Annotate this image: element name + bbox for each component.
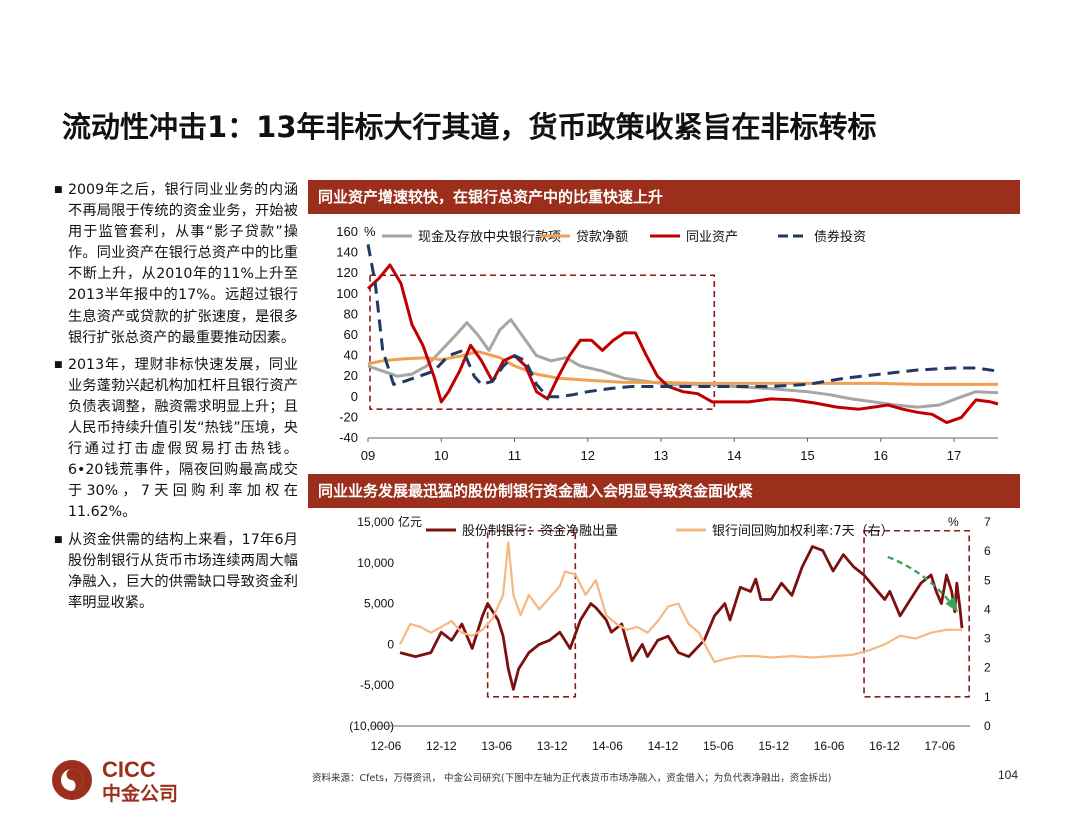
highlight-box [486,529,577,698]
x-tick-label: 12-06 [371,739,402,753]
y-right-tick-label: 6 [984,544,991,558]
y-right-tick-label: 5 [984,573,991,587]
square-bullet-icon: ■ [54,185,63,195]
x-tick-label: 16-12 [869,739,900,753]
y-tick-label: 40 [344,348,358,363]
series-line [399,541,962,663]
square-bullet-icon: ■ [54,359,63,370]
y-right-tick-label: 1 [984,690,991,704]
x-tick-label: 14 [727,448,741,463]
y-left-tick-label: -5,000 [360,678,394,692]
x-tick-label: 13-12 [537,739,568,753]
y-tick-label: 100 [336,286,358,301]
series-line [366,244,999,399]
legend-label: 同业资产 [686,230,738,245]
chart1-asset-growth: -40 -20 0 20 40 60 80 100 120 140 160 % 09 10 11 12 13 14… [336,224,999,463]
y-tick-label: 60 [344,327,358,342]
logo-text-cn: 中金公司 [102,782,178,805]
x-tick-label: 15-12 [758,739,789,753]
y-right-tick-label: 7 [984,515,991,529]
x-tick-label: 15 [800,448,814,463]
y-unit-label: % [364,224,376,239]
y-tick-label: 160 [336,224,358,239]
source-note: 资料来源：Cfets，万得资讯， 中金公司研究(下图中左轴为正代表货币市场净融入… [312,773,832,784]
y-tick-label: -40 [339,430,358,445]
x-tick-label: 16 [874,448,888,463]
x-tick-label: 13-06 [481,739,512,753]
series-line [367,318,999,409]
x-tick-label: 09 [361,448,375,463]
y-right-tick-label: 4 [984,602,991,616]
y-left-tick-label: 10,000 [357,556,394,570]
page-number: 104 [998,768,1019,782]
highlight-box [863,529,971,698]
page-title: 流动性冲击1：13年非标大行其道，货币政策收紧旨在非标转标 [62,110,877,144]
highlight-box [369,274,716,410]
bullet-item: ■ 从资金供需的结构上来看，17年6月股份制银行从货币市场连续两周大幅净融入，巨… [54,530,298,614]
x-tick-label: 14-06 [592,739,623,753]
x-tick-label: 10 [434,448,448,463]
legend-label: 债券投资 [814,229,866,245]
y-right-tick-label: 2 [984,661,991,675]
y-right-tick-label: 3 [984,632,991,646]
y-tick-label: 80 [344,306,358,321]
logo-text-en: CICC [102,757,156,782]
square-bullet-icon: ■ [54,534,63,545]
x-tick-label: 15-06 [703,739,734,753]
chart1-header: 同业资产增速较快，在银行总资产中的比重快速上升 [308,180,1020,214]
x-tick-label: 17 [947,448,961,463]
y-left-tick-label: 5,000 [364,597,394,611]
y-left-unit-label: 亿元 [398,514,422,529]
legend-label: 贷款净额 [576,230,628,245]
x-tick-label: 17-06 [924,739,955,753]
trend-arrow-head-icon [945,596,958,613]
y-tick-label: -20 [339,409,358,424]
trend-arrow-icon [887,555,955,608]
bullet-text: 2009年之后，银行同业业务的内涵不再局限于传统的资金业务，开始被用于监管套利，… [68,182,298,346]
y-tick-label: 140 [336,245,358,260]
y-left-tick-label: 15,000 [357,515,394,529]
y-left-tick-label: 0 [387,637,394,651]
x-tick-label: 16-06 [814,739,845,753]
legend-label: 股份制银行：资金净融出量 [462,523,618,539]
series-line [367,350,998,386]
x-tick-label: 11 [508,448,521,463]
series-line [366,263,999,425]
series-line [399,545,964,691]
bullet-text: 2013年，理财非标快速发展，同业业务蓬勃兴起机构加杠杆且银行资产负债表调整，融… [68,356,298,521]
y-tick-label: 20 [344,368,358,383]
bullet-text: 从资金供需的结构上来看，17年6月股份制银行从货币市场连续两周大幅净融入，巨大的… [68,531,298,611]
y-right-unit-label: % [948,515,959,529]
legend-label: 现金及存放中央银行款项 [418,229,561,245]
bullet-list: ■ 2009年之后，银行同业业务的内涵不再局限于传统的资金业务，开始被用于监管套… [54,180,298,620]
bullet-item: ■ 2009年之后，银行同业业务的内涵不再局限于传统的资金业务，开始被用于监管套… [54,180,298,349]
x-tick-label: 12 [581,448,595,463]
y-tick-label: 0 [351,389,358,404]
y-tick-label: 120 [336,265,358,280]
legend-label: 银行间回购加权利率:7天（右） [712,523,894,539]
x-tick-label: 13 [654,448,668,463]
x-tick-label: 14-12 [648,739,679,753]
chart2-header: 同业业务发展最迅猛的股份制银行资金融入会明显导致资金面收紧 [308,474,1020,508]
y-right-tick-label: 0 [984,719,991,733]
cicc-logo: CICC 中金公司 [46,752,206,812]
x-tick-label: 12-12 [426,739,457,753]
bullet-item: ■ 2013年，理财非标快速发展，同业业务蓬勃兴起机构加杠杆且银行资产负债表调整… [54,355,298,524]
